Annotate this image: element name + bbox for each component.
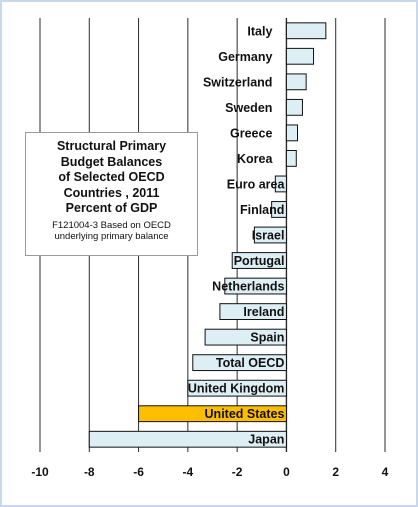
category-label: Japan xyxy=(248,433,284,447)
category-label: Finland xyxy=(240,203,284,217)
bar xyxy=(285,73,307,91)
bars xyxy=(88,22,327,448)
bar xyxy=(271,201,287,218)
category-label: Germany xyxy=(218,50,272,64)
category-label: Greece xyxy=(230,126,272,140)
bar xyxy=(285,22,327,40)
bar xyxy=(253,226,287,244)
info-note-line: underlying primary balance xyxy=(54,231,169,242)
bar xyxy=(274,175,287,193)
bar xyxy=(285,124,299,142)
x-tick-label: -2 xyxy=(232,465,243,479)
info-title-line: Structural Primary xyxy=(56,139,167,153)
info-title-line: Countries , 2011 xyxy=(63,185,160,200)
x-tick-label: -10 xyxy=(31,465,49,479)
category-label: Korea xyxy=(237,152,273,166)
bar xyxy=(138,405,287,423)
bar xyxy=(224,277,287,295)
info-title-line: of Selected OECD xyxy=(58,170,165,184)
category-label: Sweden xyxy=(225,101,272,115)
x-tick-label: -8 xyxy=(84,465,95,479)
chart-info-box: Structural Primary Budget Balances of Se… xyxy=(25,132,198,256)
info-box-title: Structural Primary Budget Balances of Se… xyxy=(26,139,197,217)
category-label: Netherlands xyxy=(212,280,284,294)
info-title-line: Percent of GDP xyxy=(65,201,158,215)
category-label: Total OECD xyxy=(216,356,285,370)
category-label: Switzerland xyxy=(203,75,272,89)
category-label: Spain xyxy=(250,331,284,345)
bar xyxy=(231,252,287,269)
bar xyxy=(187,379,287,397)
bar xyxy=(285,98,303,116)
category-label: Portugal xyxy=(234,254,285,268)
info-note-line: F121004-3 Based on OECD xyxy=(52,219,171,231)
category-label: Ireland xyxy=(243,305,284,319)
x-tick-label: 4 xyxy=(382,465,389,479)
category-label: Israel xyxy=(252,229,285,243)
x-tick-label: -6 xyxy=(133,465,144,479)
bar xyxy=(192,354,287,372)
bar xyxy=(219,303,287,321)
info-title-line: Budget Balances xyxy=(60,154,163,169)
category-label: United States xyxy=(205,407,285,421)
category-label: Euro area xyxy=(227,177,286,191)
category-label: Italy xyxy=(247,24,272,38)
bar xyxy=(88,430,287,448)
x-axis-tick-labels: -10 -8 -6 -4 -2 0 2 4 xyxy=(31,465,388,479)
bar xyxy=(285,47,315,65)
category-label: United Kingdom xyxy=(188,382,285,396)
category-labels: Italy Germany Switzerland Sweden Greece Korea… xyxy=(188,24,286,446)
bar xyxy=(204,328,287,346)
bar xyxy=(285,149,297,167)
x-tick-label: 2 xyxy=(332,465,339,479)
info-box-note: F121004-3 Based on OECD underlying prima… xyxy=(26,220,197,243)
x-tick-label: 0 xyxy=(283,465,290,479)
x-tick-label: -4 xyxy=(183,465,194,479)
